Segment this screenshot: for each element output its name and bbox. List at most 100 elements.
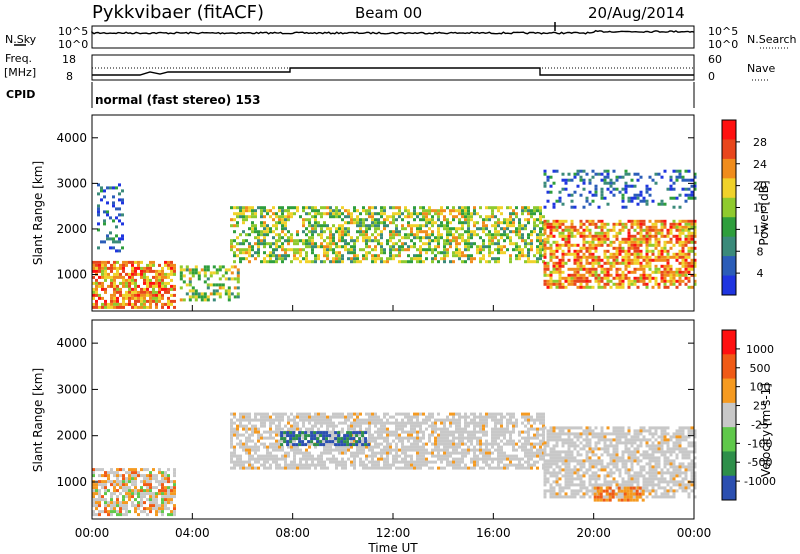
echo-cell [585,234,589,238]
echo-cell [693,273,697,277]
power-y-tick-label: 3000 [56,176,87,190]
echo-cell [527,436,530,440]
echo-cell [524,445,527,449]
echo-cell [392,430,395,434]
echo-cell [236,463,239,467]
echo-cell [660,231,664,235]
echo-cell [164,290,167,294]
echo-cell [185,268,189,272]
echo-cell [561,234,565,238]
echo-cell [621,199,625,203]
echo-cell [663,273,667,277]
echo-cell [434,236,437,240]
power-colorbar-tick-label: 4 [757,267,764,280]
echo-cell [536,436,539,440]
echo-cell [332,251,335,255]
echo-cell [630,240,634,244]
echo-cell [155,480,158,484]
echo-cell [314,412,317,416]
echo-cell [311,460,314,464]
echo-cell [657,285,661,289]
echo-cell [266,233,269,237]
echo-cell [392,230,395,234]
echo-cell [585,228,589,232]
echo-cell [113,507,116,511]
echo-cell [543,483,547,487]
echo-cell [428,439,431,443]
echo-cell [570,432,574,436]
echo-cell [473,436,476,440]
echo-cell [140,495,143,499]
echo-cell [597,237,601,241]
echo-cell [200,298,204,302]
echo-cell [621,193,625,197]
echo-cell [350,212,353,216]
echo-cell [681,187,685,191]
echo-cell [543,264,547,268]
echo-cell [371,418,374,422]
echo-cell [657,243,661,247]
echo-cell [158,284,161,288]
echo-cell [588,252,592,256]
echo-cell [636,267,640,271]
echo-cell [675,270,679,274]
echo-cell [549,483,553,487]
echo-cell [296,466,299,470]
echo-cell [503,230,506,234]
echo-cell [618,219,622,223]
echo-cell [512,439,515,443]
echo-cell [116,471,119,475]
echo-cell [170,498,173,502]
echo-cell [512,212,515,216]
echo-cell [332,215,335,219]
echo-cell [395,433,398,437]
echo-cell [146,486,149,490]
echo-cell [422,230,425,234]
echo-cell [443,451,446,455]
echo-cell [555,471,559,475]
echo-cell [476,233,479,237]
echo-cell [251,427,254,431]
echo-cell [326,227,329,231]
echo-cell [446,233,449,237]
echo-cell [116,498,119,502]
echo-cell [512,457,515,461]
echo-cell [112,201,115,205]
echo-cell [615,285,619,289]
echo-cell [603,468,607,472]
echo-cell [479,227,482,231]
echo-cell [206,268,210,272]
echo-cell [113,474,116,478]
echo-cell [290,215,293,219]
echo-cell [242,212,245,216]
echo-cell [278,257,281,261]
echo-cell [479,424,482,428]
echo-cell [585,453,589,457]
echo-cell [275,412,278,416]
echo-cell [518,430,521,434]
echo-cell [657,231,661,235]
echo-cell [437,218,440,222]
echo-cell [344,245,347,249]
echo-cell [149,284,152,288]
echo-cell [672,222,676,226]
echo-cell [449,209,452,213]
echo-cell [570,477,574,481]
echo-cell [332,260,335,264]
echo-cell [509,439,512,443]
echo-cell [467,421,470,425]
echo-cell [236,206,239,210]
echo-cell [488,442,491,446]
echo-cell [404,424,407,428]
echo-cell [347,448,350,452]
echo-cell [131,504,134,508]
echo-cell [287,215,290,219]
echo-cell [158,263,161,267]
echo-cell [401,245,404,249]
echo-cell [609,432,613,436]
echo-cell [413,415,416,419]
echo-cell [636,246,640,250]
echo-cell [269,442,272,446]
echo-cell [437,445,440,449]
echo-cell [283,431,287,435]
